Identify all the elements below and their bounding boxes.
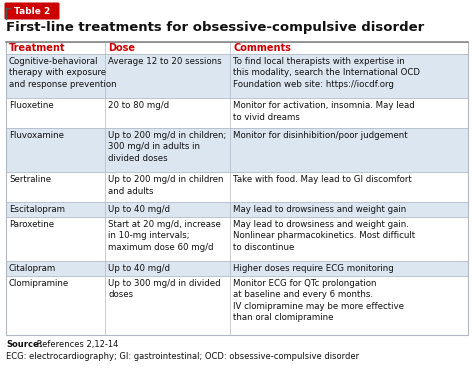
Text: 20 to 80 mg/d: 20 to 80 mg/d (109, 101, 169, 110)
Text: Monitor for disinhibition/poor judgement: Monitor for disinhibition/poor judgement (233, 131, 408, 140)
Bar (6, 172, 468, 202)
Bar (6, 276, 468, 335)
Bar (6, 42, 468, 335)
Text: Cognitive-behavioral
therapy with exposure
and response prevention: Cognitive-behavioral therapy with exposu… (9, 57, 117, 89)
Text: Table 2: Table 2 (14, 6, 50, 15)
Bar (6, 217, 468, 261)
Text: Fluvoxamine: Fluvoxamine (9, 131, 64, 140)
Bar (6, 128, 468, 172)
Bar (6, 42, 468, 54)
Bar (6, 98, 468, 128)
Text: Monitor for activation, insomnia. May lead
to vivid dreams: Monitor for activation, insomnia. May le… (233, 101, 415, 122)
Text: Paroxetine: Paroxetine (9, 220, 54, 229)
Text: ECG: electrocardiography; GI: gastrointestinal; OCD: obsessive-compulsive disord: ECG: electrocardiography; GI: gastrointe… (6, 352, 359, 361)
Text: First-line treatments for obsessive-compulsive disorder: First-line treatments for obsessive-comp… (6, 21, 424, 34)
Text: Start at 20 mg/d, increase
in 10-mg intervals;
maximum dose 60 mg/d: Start at 20 mg/d, increase in 10-mg inte… (109, 220, 221, 252)
Text: May lead to drowsiness and weight gain: May lead to drowsiness and weight gain (233, 205, 406, 214)
Text: Sertraline: Sertraline (9, 176, 51, 184)
Text: Up to 200 mg/d in children
and adults: Up to 200 mg/d in children and adults (109, 176, 224, 196)
Text: Dose: Dose (109, 43, 136, 53)
Text: Up to 40 mg/d: Up to 40 mg/d (109, 264, 170, 273)
Text: Up to 300 mg/d in divided
doses: Up to 300 mg/d in divided doses (109, 279, 221, 299)
Text: Take with food. May lead to GI discomfort: Take with food. May lead to GI discomfor… (233, 176, 412, 184)
Bar (6, 261, 468, 276)
Text: Higher doses require ECG monitoring: Higher doses require ECG monitoring (233, 264, 394, 273)
Text: Source:: Source: (6, 340, 42, 349)
Text: Escitalopram: Escitalopram (9, 205, 65, 214)
Text: Clomipramine: Clomipramine (9, 279, 69, 288)
Text: Citalopram: Citalopram (9, 264, 56, 273)
Text: Treatment: Treatment (9, 43, 65, 53)
Text: Fluoxetine: Fluoxetine (9, 101, 54, 110)
Text: Up to 200 mg/d in children;
300 mg/d in adults in
divided doses: Up to 200 mg/d in children; 300 mg/d in … (109, 131, 227, 163)
Text: Monitor ECG for QTc prolongation
at baseline and every 6 months.
IV clomipramine: Monitor ECG for QTc prolongation at base… (233, 279, 404, 322)
Bar (6, 54, 468, 98)
Text: Average 12 to 20 sessions: Average 12 to 20 sessions (109, 57, 222, 66)
Text: May lead to drowsiness and weight gain.
Nonlinear pharmacokinetics. Most difficu: May lead to drowsiness and weight gain. … (233, 220, 415, 252)
Text: References 2,12-14: References 2,12-14 (34, 340, 118, 349)
Text: To find local therapists with expertise in
this modality, search the Internation: To find local therapists with expertise … (233, 57, 420, 89)
Bar (6, 202, 468, 217)
Text: Up to 40 mg/d: Up to 40 mg/d (109, 205, 170, 214)
Text: Comments: Comments (233, 43, 291, 53)
FancyBboxPatch shape (4, 3, 60, 20)
